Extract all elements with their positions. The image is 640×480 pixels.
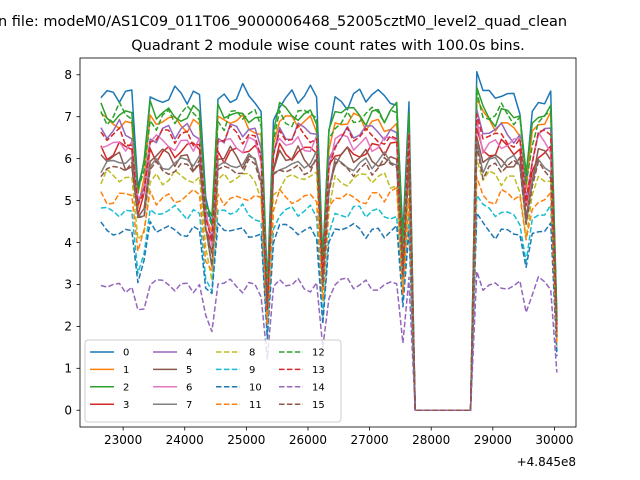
series-layer [100,71,558,411]
y-tick-label: 7 [64,110,72,124]
y-tick-label: 3 [64,278,72,292]
series-line-0 [100,71,558,411]
series-line-6 [100,118,558,411]
legend-label-0: 0 [123,348,129,359]
y-tick-label: 8 [64,68,72,82]
series-line-13 [100,113,558,411]
legend-label-10: 10 [249,382,262,393]
legend-label-13: 13 [312,365,325,376]
x-tick-label: 26000 [289,433,327,447]
series-line-14 [100,270,558,411]
chart-title: Quadrant 2 module wise count rates with … [131,38,525,54]
series-line-11 [100,176,558,411]
x-tick-label: 28000 [412,433,450,447]
legend-label-2: 2 [123,382,129,393]
y-tick-label: 1 [64,362,72,376]
y-tick-label: 4 [64,236,72,250]
axes-layer: 23000 24000 25000 26000 27000 28000 29000 30000… [64,57,577,447]
series-line-8 [100,158,558,411]
legend-label-11: 11 [249,400,262,411]
legend-label-1: 1 [123,365,129,376]
legend-label-4: 4 [186,348,192,359]
y-tick-label: 0 [64,404,72,418]
legend-label-15: 15 [312,400,325,411]
legend-label-12: 12 [312,348,325,359]
y-tick-label: 2 [64,320,72,334]
series-line-9 [100,194,558,411]
y-tick-label: 6 [64,152,72,166]
x-tick-label: 23000 [104,433,142,447]
x-offset-label: +4.845e8 [517,455,576,469]
legend-label-6: 6 [186,382,192,393]
x-tick-label: 27000 [350,433,388,447]
series-line-10 [100,212,558,411]
x-tick-label: 30000 [535,433,573,447]
legend-label-14: 14 [312,382,325,393]
legend-label-8: 8 [249,348,255,359]
series-line-15 [100,145,558,411]
legend-frame [84,339,342,423]
legend-label-9: 9 [249,365,255,376]
series-line-1 [100,97,558,411]
x-tick-label: 25000 [227,433,265,447]
series-line-2 [100,86,558,411]
x-tick-label: 29000 [474,433,512,447]
legend-label-3: 3 [123,400,129,411]
series-line-12 [100,91,558,411]
x-tick-label: 24000 [166,433,204,447]
figure-suptitle: n file: modeM0/AS1C09_011T06_9000006468_… [0,14,567,30]
legend-label-5: 5 [186,365,192,376]
y-tick-label: 5 [64,194,72,208]
legend-label-7: 7 [186,400,192,411]
